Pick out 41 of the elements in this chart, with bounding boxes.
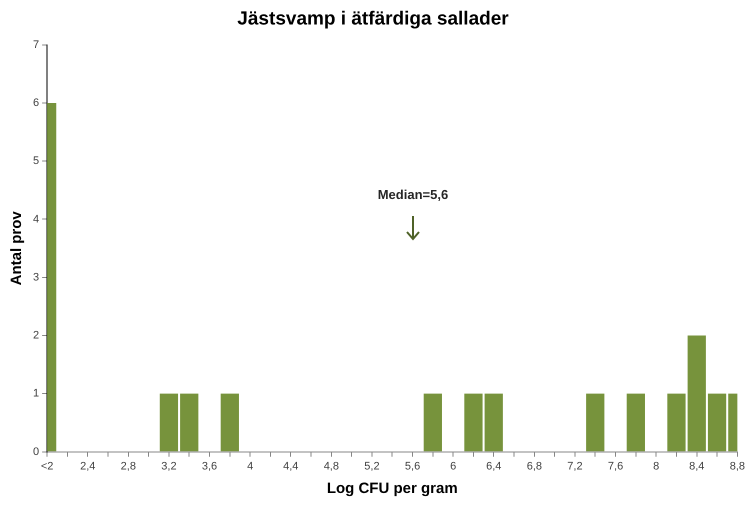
- y-axis-title: Antal prov: [8, 210, 26, 286]
- x-tick-label: 6,4: [486, 460, 502, 472]
- x-tick-label: 3,2: [161, 460, 177, 472]
- x-tick-label: 7,6: [608, 460, 624, 472]
- bar: [626, 394, 645, 452]
- x-tick-label: 4,4: [283, 460, 298, 472]
- bar: [667, 394, 686, 452]
- bar: [464, 394, 483, 452]
- bar: [220, 394, 239, 452]
- y-tick-label: 1: [32, 388, 40, 400]
- y-tick-label: 7: [32, 38, 40, 51]
- x-tick-label: 5,2: [364, 460, 380, 472]
- bar: [586, 394, 604, 452]
- bar: [424, 394, 442, 452]
- x-axis-title: Log CFU per gram: [326, 480, 458, 498]
- x-tick-label: 5,6: [404, 460, 420, 472]
- x-tick-label: <2: [40, 460, 54, 472]
- bar: [180, 394, 198, 452]
- annotation: Median=5,6: [378, 186, 448, 202]
- x-tick-label: 7,2: [567, 460, 583, 472]
- bar: [708, 394, 726, 452]
- x-tick-label: 8,4: [689, 460, 704, 472]
- x-tick-label: 3,6: [202, 460, 218, 472]
- bar: [688, 336, 706, 452]
- x-tick-label: 6,8: [526, 460, 542, 472]
- y-tick-label: 6: [32, 96, 40, 109]
- x-tick-label: 8: [653, 460, 660, 472]
- x-tick-label: 8,8: [730, 460, 746, 472]
- chart-title: Jästsvamp i ätfärdiga sallader: [237, 8, 510, 30]
- y-tick-label: 5: [32, 155, 40, 168]
- x-tick-label: 4,8: [324, 460, 339, 472]
- bar: [160, 394, 178, 452]
- x-tick-label: 2,8: [120, 460, 136, 472]
- y-tick-label: 3: [32, 271, 40, 284]
- y-tick-label: 0: [32, 446, 40, 458]
- bar: [484, 394, 503, 452]
- x-tick-label: 6: [450, 460, 456, 472]
- y-tick-label: 2: [32, 330, 40, 342]
- x-tick-label: 4: [247, 460, 254, 472]
- y-tick-label: 4: [32, 213, 40, 226]
- x-tick-label: 2,4: [80, 460, 96, 472]
